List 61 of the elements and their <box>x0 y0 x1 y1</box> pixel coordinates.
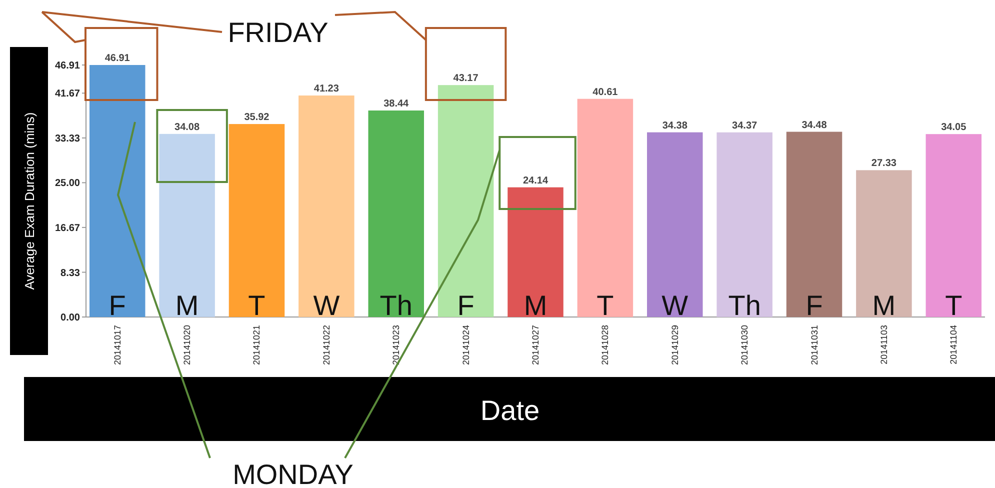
x-tick-label: 20141028 <box>600 325 610 366</box>
x-tick-label: 20141104 <box>948 325 959 364</box>
annotation: T <box>248 290 266 321</box>
annotation: M <box>872 290 896 321</box>
bar <box>856 170 912 317</box>
y-tick-label: 25.00 <box>54 178 80 190</box>
annotation: M <box>175 290 199 321</box>
x-tick-label: 20141029 <box>670 325 680 366</box>
annotation: T <box>945 290 962 321</box>
data-label: 24.14 <box>522 175 548 186</box>
annotation: W <box>662 290 689 321</box>
bar <box>716 132 772 317</box>
x-tick-label: 20141030 <box>740 325 750 366</box>
y-tick-label: 46.91 <box>54 60 80 72</box>
annotation: T <box>596 290 614 321</box>
data-label: 40.61 <box>592 86 618 98</box>
data-label: 34.37 <box>732 120 758 132</box>
data-label: 27.33 <box>871 158 897 170</box>
annotation: W <box>313 290 340 321</box>
y-tick-label: 16.67 <box>54 222 80 234</box>
data-label: 34.38 <box>662 120 688 132</box>
y-axis-title: Average Exam Duration (mins) <box>22 112 37 290</box>
x-tick-label: 20141022 <box>321 325 332 366</box>
bar <box>89 65 146 317</box>
annotation: F <box>457 290 474 321</box>
text: FRIDAY <box>228 17 329 48</box>
y-tick-label: 0.00 <box>60 312 80 324</box>
x-tick-label: 20141024 <box>460 325 471 366</box>
x-tick-label: 20141020 <box>182 325 192 366</box>
text: MONDAY <box>232 459 354 488</box>
x-tick-label: 20141021 <box>252 325 262 366</box>
x-tick-label: 20141027 <box>530 325 540 366</box>
data-label: 43.17 <box>453 73 479 84</box>
bar <box>159 134 215 317</box>
annotation: M <box>524 290 548 321</box>
data-label: 41.23 <box>314 84 340 95</box>
data-label: 34.05 <box>941 122 967 134</box>
annotation: F <box>806 290 823 321</box>
bar <box>228 124 285 317</box>
bar <box>577 98 634 317</box>
bar <box>647 132 703 317</box>
data-label: 38.44 <box>384 98 410 110</box>
y-tick-label: 8.33 <box>60 268 80 279</box>
data-label: 34.08 <box>174 122 200 133</box>
bar <box>508 187 564 317</box>
x-tick-label: 20141017 <box>112 325 122 366</box>
x-axis-title: Date <box>480 395 540 426</box>
x-tick-label: 20141023 <box>391 325 402 366</box>
data-label: 46.91 <box>104 53 130 64</box>
x-tick-label: 20141031 <box>809 325 820 366</box>
data-label: 34.48 <box>802 120 828 131</box>
x-tick-label: 20141103 <box>878 325 889 364</box>
bar <box>786 132 842 317</box>
data-label: 35.92 <box>244 112 270 124</box>
bar <box>298 96 354 317</box>
bar <box>926 134 982 317</box>
y-tick-label: 41.67 <box>54 88 80 100</box>
annotation: Th <box>380 290 412 321</box>
annotation: Th <box>728 290 761 321</box>
y-tick-label: 33.33 <box>54 133 80 144</box>
annotation: F <box>108 290 126 321</box>
